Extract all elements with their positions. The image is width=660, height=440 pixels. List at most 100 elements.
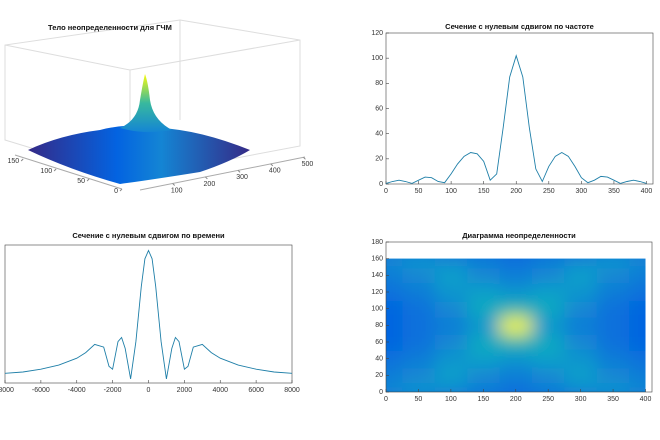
heatmap-cell xyxy=(467,258,501,268)
y-tick-label: 180 xyxy=(371,239,383,246)
y-tick-label: 120 xyxy=(371,30,383,37)
x-tick-label: 100 xyxy=(445,188,457,195)
y-tick-label: 0 xyxy=(114,188,118,195)
x-tick-label: 400 xyxy=(269,168,281,175)
heatmap-cell xyxy=(531,333,565,351)
heatmap-cell xyxy=(564,258,598,268)
heatmap-cell xyxy=(499,300,533,318)
axes-box xyxy=(4,244,293,384)
x-tick-label: -4000 xyxy=(68,387,86,394)
heatmap-cell xyxy=(467,367,501,385)
heatmap-cell xyxy=(402,350,436,368)
heatmap-cell xyxy=(564,283,598,301)
x-tick-label: 300 xyxy=(576,188,588,195)
x-tick-label: 6000 xyxy=(248,387,264,394)
heatmap-cell xyxy=(434,267,468,285)
heatmap-cell xyxy=(531,283,565,301)
heatmap-cell xyxy=(434,350,468,368)
x-tick-label: 400 xyxy=(640,396,652,403)
x-tick-label: 200 xyxy=(510,188,522,195)
chart-title: Сечение с нулевым сдвигом по времени xyxy=(72,231,225,240)
heatmap-cell xyxy=(386,350,403,368)
heatmap-cell xyxy=(402,333,436,351)
heatmap-cell xyxy=(434,258,468,268)
heatmap-cell xyxy=(434,383,468,392)
x-tick-label: 50 xyxy=(415,396,423,403)
heatmap-cell xyxy=(434,367,468,385)
axes-box xyxy=(385,32,654,185)
heatmap-cell xyxy=(402,383,436,392)
x-tick xyxy=(205,176,208,180)
heatmap-cell xyxy=(564,350,598,368)
heatmap-cell xyxy=(434,317,468,335)
heatmap-cell xyxy=(467,350,501,368)
heatmap-cell xyxy=(596,317,630,335)
heatmap-cell xyxy=(499,350,533,368)
y-tick-label: 150 xyxy=(7,158,19,165)
heatmap-cell xyxy=(531,383,565,392)
heatmap-cell xyxy=(386,300,403,318)
heatmap-cell xyxy=(531,350,565,368)
x-tick-label: 0 xyxy=(147,387,151,394)
heatmap-cell xyxy=(499,258,533,268)
line xyxy=(4,249,293,379)
x-tick-label: 300 xyxy=(575,396,587,403)
y-tick xyxy=(20,158,24,162)
heatmap-cell xyxy=(386,258,403,268)
x-tick-label: 50 xyxy=(415,188,423,195)
heatmap-cell xyxy=(564,383,598,392)
x-tick-label: 2000 xyxy=(177,387,193,394)
y-tick-label: 20 xyxy=(375,372,383,379)
y-tick xyxy=(86,178,90,182)
heatmap-cell xyxy=(531,367,565,385)
x-tick-label: 350 xyxy=(608,188,620,195)
heatmap-cell xyxy=(467,333,501,351)
heatmap-cell xyxy=(499,283,533,301)
heatmap-cell xyxy=(434,300,468,318)
chart-title: Тело неопределенности для ГЧМ xyxy=(48,23,172,32)
heatmap-cell xyxy=(434,283,468,301)
chart-title: Сечение с нулевым сдвигом по частоте xyxy=(445,22,594,31)
y-tick-label: 160 xyxy=(371,256,383,263)
x-tick-label: 150 xyxy=(477,396,489,403)
x-tick-label: 150 xyxy=(478,188,490,195)
heatmap-cell xyxy=(596,350,630,368)
heatmap-cell xyxy=(596,367,630,385)
heatmap-cell xyxy=(629,383,646,392)
heatmap-cell xyxy=(629,367,646,385)
x-tick-label: 500 xyxy=(302,161,314,168)
x-tick-label: 0 xyxy=(384,188,388,195)
y-tick-label: 50 xyxy=(77,178,85,185)
x-tick-label: -2000 xyxy=(104,387,122,394)
heatmap-cell xyxy=(629,333,646,351)
heatmap-cells xyxy=(386,258,646,392)
axes-box xyxy=(385,241,653,393)
heatmap xyxy=(386,258,646,392)
x-tick-label: 250 xyxy=(543,188,555,195)
x-tick-label: 400 xyxy=(641,188,653,195)
heatmap-cell xyxy=(467,267,501,285)
heatmap-cell xyxy=(467,283,501,301)
heatmap-cell xyxy=(596,333,630,351)
heatmap-cell xyxy=(402,283,436,301)
y-tick-label: 40 xyxy=(375,356,383,363)
y-tick-label: 60 xyxy=(375,105,383,112)
x-tick-label: -6000 xyxy=(32,387,50,394)
heatmap-cell xyxy=(531,317,565,335)
heatmap-cell xyxy=(402,300,436,318)
heatmap-cell xyxy=(564,367,598,385)
heatmap-cell xyxy=(402,317,436,335)
line xyxy=(385,54,647,184)
y-tick xyxy=(53,168,57,172)
y-tick xyxy=(119,188,123,192)
heatmap-cell xyxy=(499,383,533,392)
heatmap-cell xyxy=(386,333,403,351)
heatmap-cell xyxy=(531,300,565,318)
y-tick-label: 40 xyxy=(375,131,383,138)
x-tick-label: 0 xyxy=(384,396,388,403)
heatmap-cell xyxy=(386,317,403,335)
heatmap-cell xyxy=(386,383,403,392)
heatmap-cell xyxy=(564,300,598,318)
x-tick-label: 4000 xyxy=(212,387,228,394)
